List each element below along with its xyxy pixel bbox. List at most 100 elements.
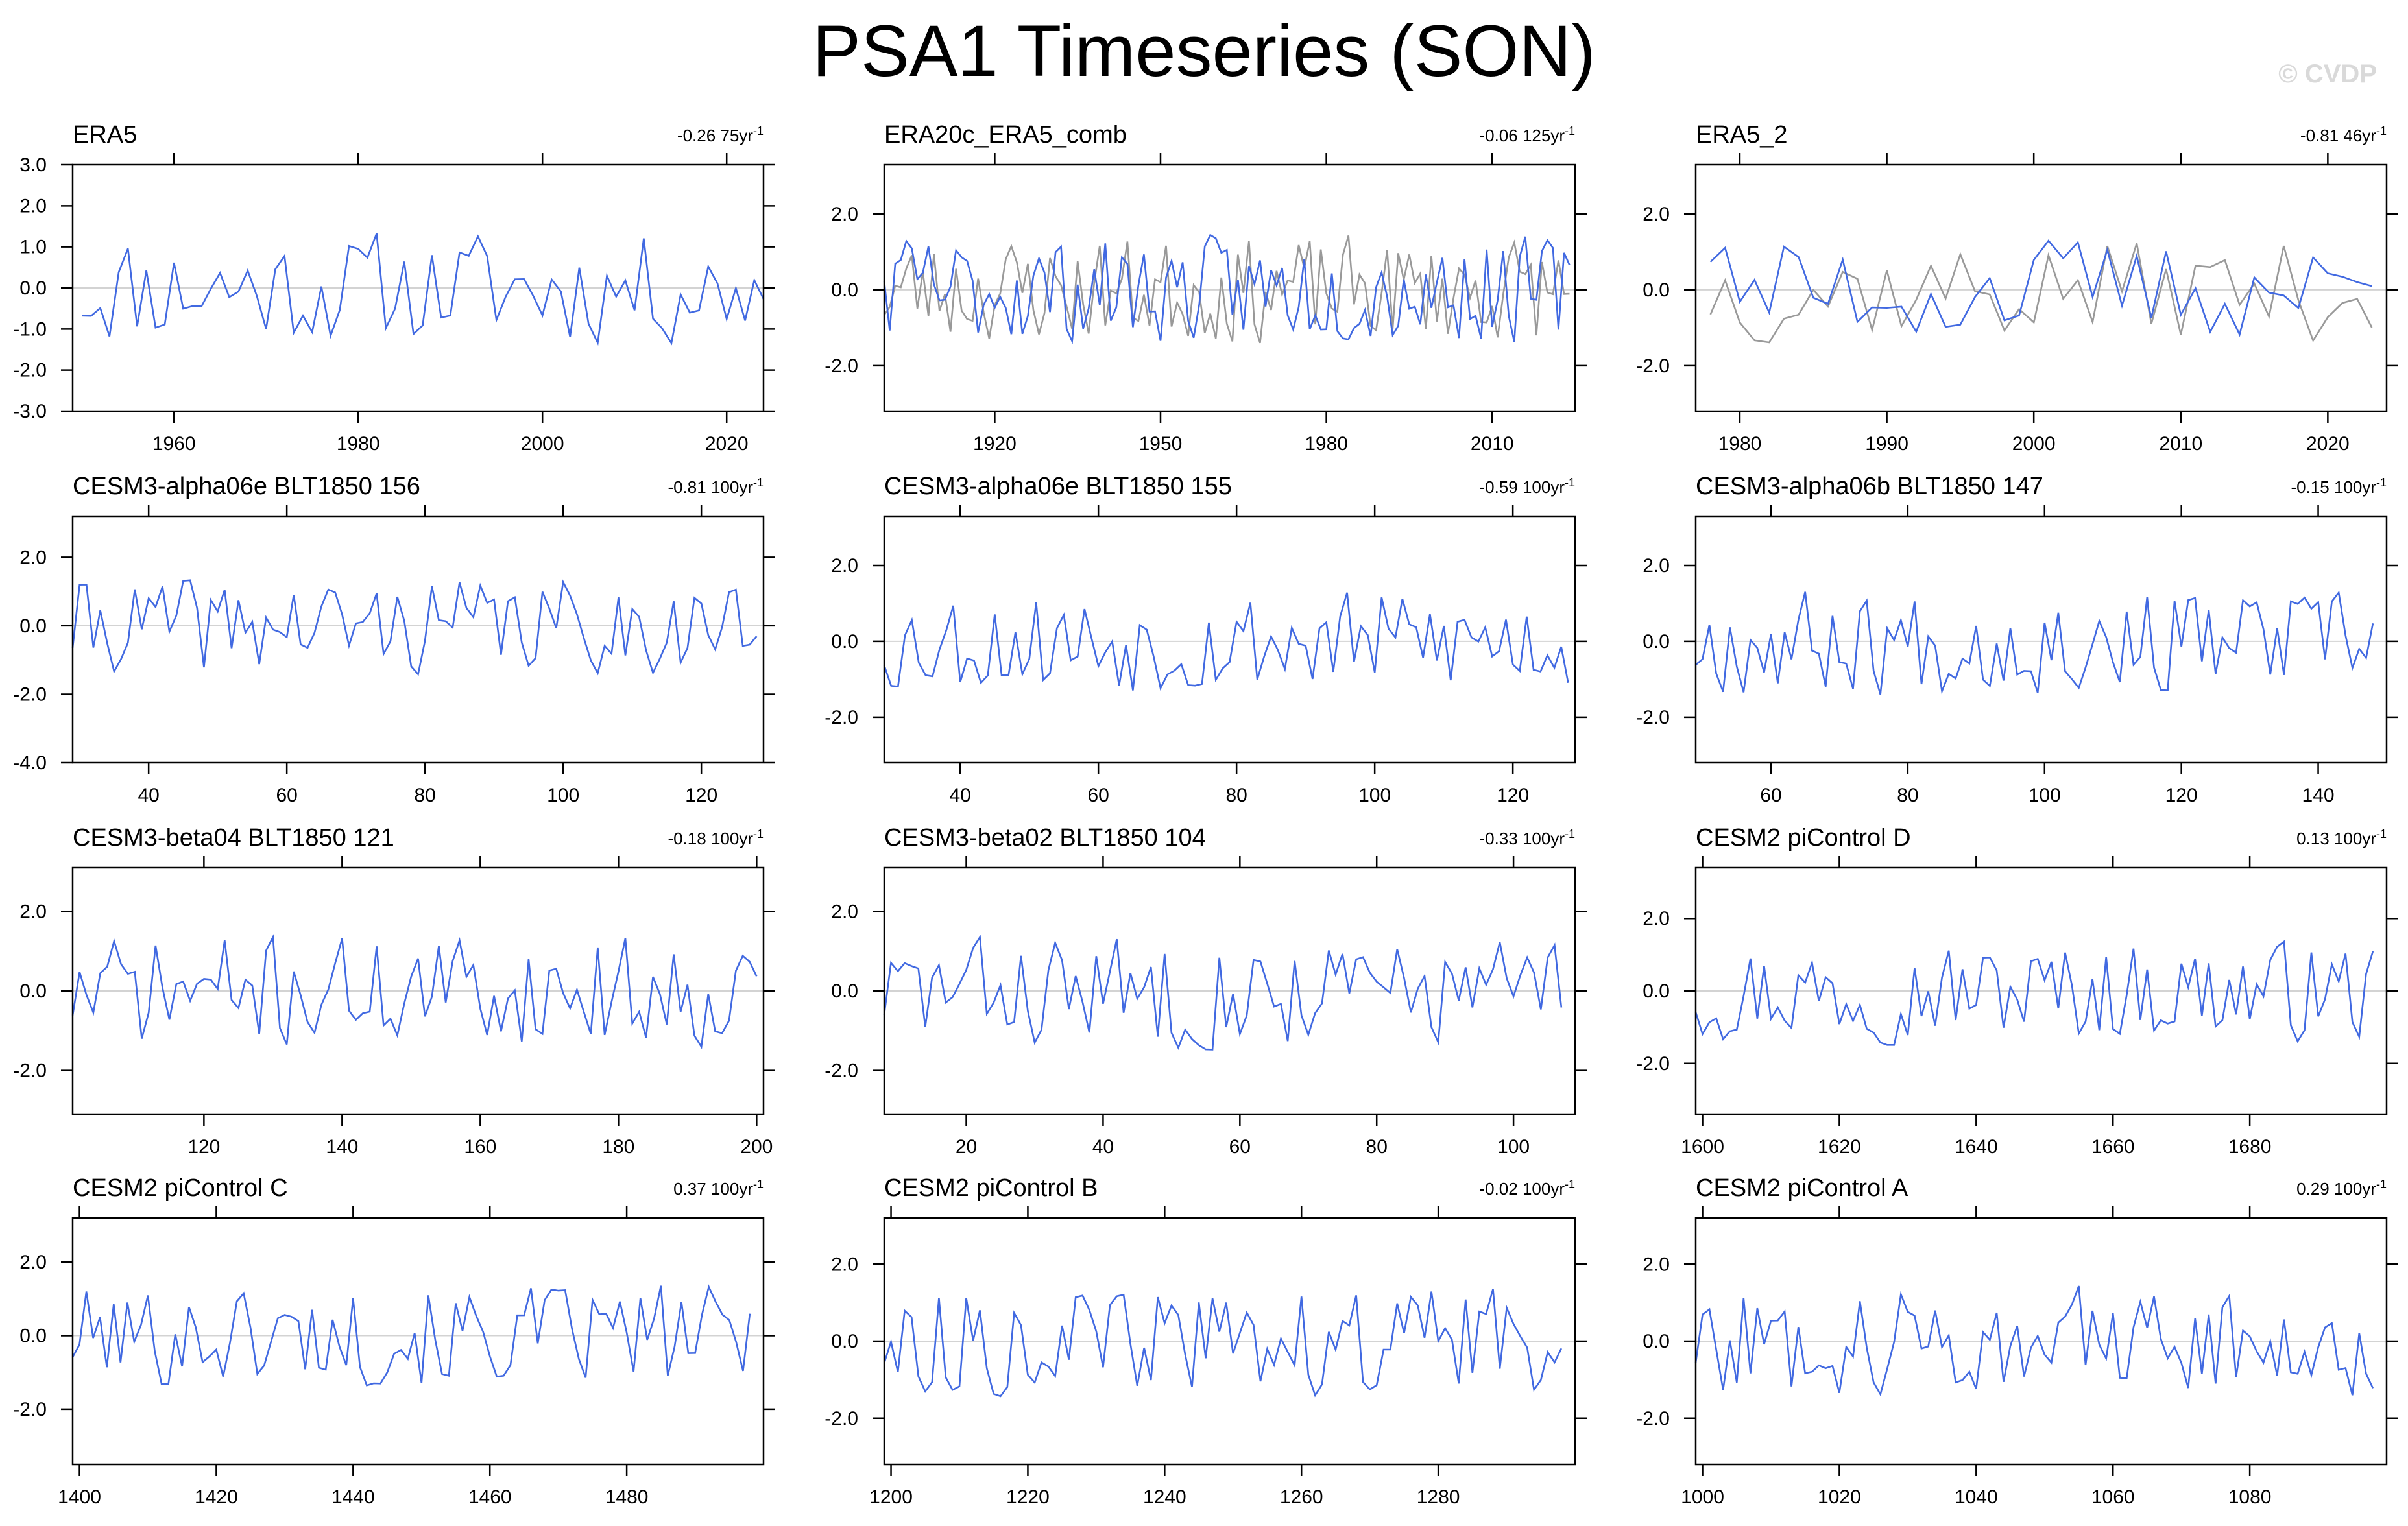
panel-title: CESM2 piControl D <box>1696 824 1911 852</box>
x-tick-label: 2010 <box>1471 433 1514 455</box>
y-tick-label: 0.0 <box>19 1325 47 1346</box>
x-tick-label: 100 <box>1358 785 1391 806</box>
y-tick-label: 3.0 <box>19 154 47 176</box>
y-tick-label: -2.0 <box>1636 1408 1670 1429</box>
chart-panel: CESM2 piControl A 0.29 100yr-1 1000 1020 104… <box>1636 1174 2398 1508</box>
y-tick-label: 2.0 <box>19 547 47 568</box>
x-tick-label: 1240 <box>1143 1486 1186 1508</box>
series-line <box>1694 940 2374 1046</box>
trend-label: 0.37 100yr-1 <box>673 1178 764 1198</box>
series-line <box>1709 239 2372 337</box>
series-line <box>883 935 1563 1051</box>
x-tick-label: 2010 <box>2159 433 2202 455</box>
y-tick-label: -3.0 <box>13 401 47 422</box>
trend-unit-sup: -1 <box>2376 1178 2387 1191</box>
panel-title: CESM3-beta04 BLT1850 121 <box>73 824 394 852</box>
trend-label: 0.29 100yr-1 <box>2296 1178 2387 1198</box>
panel-title: CESM3-beta02 BLT1850 104 <box>884 824 1206 852</box>
secondary-series-line <box>883 235 1570 344</box>
y-tick-label: 2.0 <box>1643 908 1670 929</box>
trend-label: 0.13 100yr-1 <box>2296 828 2387 848</box>
page-title: PSA1 Timeseries (SON) <box>812 10 1596 91</box>
x-tick-label: 1420 <box>195 1486 238 1508</box>
x-tick-label: 1020 <box>1818 1486 1861 1508</box>
y-tick-label: 0.0 <box>1643 631 1670 652</box>
panel-title: CESM2 piControl B <box>884 1174 1098 1202</box>
y-tick-label: 2.0 <box>831 555 858 577</box>
chart-panel: CESM2 piControl D 0.13 100yr-1 1600 1620 164… <box>1636 824 2398 1158</box>
y-tick-label: -2.0 <box>1636 1053 1670 1075</box>
y-tick-label: -2.0 <box>825 1060 858 1082</box>
trend-label: -0.33 100yr-1 <box>1479 828 1575 848</box>
x-tick-label: 80 <box>1366 1136 1388 1158</box>
trend-label: -0.81 100yr-1 <box>668 476 764 497</box>
y-tick-label: 0.0 <box>1643 280 1670 301</box>
chart-panel: ERA5_2 -0.81 46yr-1 1980 1990 2000 2010 2020 -2… <box>1636 121 2398 455</box>
x-tick-label: 1980 <box>1305 433 1348 455</box>
trend-unit-sup: -1 <box>1565 828 1575 840</box>
x-tick-label: 1990 <box>1865 433 1908 455</box>
x-tick-label: 160 <box>464 1136 496 1158</box>
trend-unit-sup: -1 <box>1565 1178 1575 1191</box>
x-tick-label: 40 <box>949 785 970 806</box>
plot-frame <box>883 163 1576 412</box>
trend-label: -0.18 100yr-1 <box>668 828 764 848</box>
trend-label: -0.06 125yr-1 <box>1479 125 1575 145</box>
chart-panel: CESM2 piControl C 0.37 100yr-1 1400 1420 144… <box>13 1174 775 1508</box>
x-tick-label: 60 <box>1087 785 1109 806</box>
y-tick-label: -2.0 <box>13 360 47 381</box>
x-tick-label: 1220 <box>1006 1486 1050 1508</box>
x-tick-label: 20 <box>956 1136 977 1158</box>
trend-unit-sup: -1 <box>2376 828 2387 840</box>
x-tick-label: 200 <box>740 1136 773 1158</box>
y-tick-label: 0.0 <box>1643 1331 1670 1352</box>
x-tick-label: 1960 <box>152 433 196 455</box>
x-tick-label: 1040 <box>1955 1486 1998 1508</box>
y-tick-label: 2.0 <box>1643 555 1670 577</box>
series-line <box>1694 1285 2374 1397</box>
y-tick-label: 2.0 <box>831 204 858 225</box>
y-tick-label: 0.0 <box>831 981 858 1002</box>
x-tick-label: 1280 <box>1417 1486 1460 1508</box>
plot-frame <box>1694 163 2388 412</box>
y-tick-label: 2.0 <box>831 1254 858 1275</box>
x-tick-label: 80 <box>1225 785 1247 806</box>
panel-title: CESM3-alpha06e BLT1850 155 <box>884 473 1232 500</box>
trend-unit-sup: -1 <box>1565 125 1575 137</box>
x-tick-label: 180 <box>602 1136 634 1158</box>
trend-label: -0.81 46yr-1 <box>2300 125 2387 145</box>
x-tick-label: 80 <box>414 785 435 806</box>
x-tick-label: 140 <box>326 1136 358 1158</box>
series-line <box>883 233 1571 345</box>
trend-unit-sup: -1 <box>753 125 764 137</box>
y-tick-label: -2.0 <box>13 684 47 705</box>
x-tick-label: 80 <box>1897 785 1918 806</box>
y-tick-label: 0.0 <box>831 631 858 652</box>
secondary-series-line <box>1709 243 2373 344</box>
series-line <box>82 233 765 346</box>
x-tick-label: 1000 <box>1681 1486 1724 1508</box>
panel-title: CESM2 piControl C <box>73 1174 288 1202</box>
x-tick-label: 1920 <box>973 433 1017 455</box>
x-tick-label: 1620 <box>1818 1136 1861 1158</box>
chart-panel: CESM3-beta04 BLT1850 121 -0.18 100yr-1 120… <box>13 824 775 1158</box>
y-tick-label: 2.0 <box>19 195 47 217</box>
x-tick-label: 1480 <box>605 1486 649 1508</box>
x-tick-label: 1980 <box>1718 433 1762 455</box>
y-tick-label: 0.0 <box>1643 981 1670 1002</box>
x-tick-label: 40 <box>1092 1136 1114 1158</box>
plot-frame <box>1694 515 2388 764</box>
x-tick-label: 2000 <box>2012 433 2056 455</box>
y-tick-label: -4.0 <box>13 752 47 774</box>
panel-title: CESM3-alpha06b BLT1850 147 <box>1696 473 2043 500</box>
x-tick-label: 60 <box>1229 1136 1251 1158</box>
x-tick-label: 120 <box>1497 785 1529 806</box>
y-tick-label: 2.0 <box>831 901 858 922</box>
x-tick-label: 1400 <box>58 1486 101 1508</box>
series-line <box>71 934 758 1049</box>
series-line <box>883 592 1569 691</box>
y-tick-label: -2.0 <box>1636 707 1670 728</box>
x-tick-label: 120 <box>187 1136 220 1158</box>
x-tick-label: 120 <box>2165 785 2198 806</box>
